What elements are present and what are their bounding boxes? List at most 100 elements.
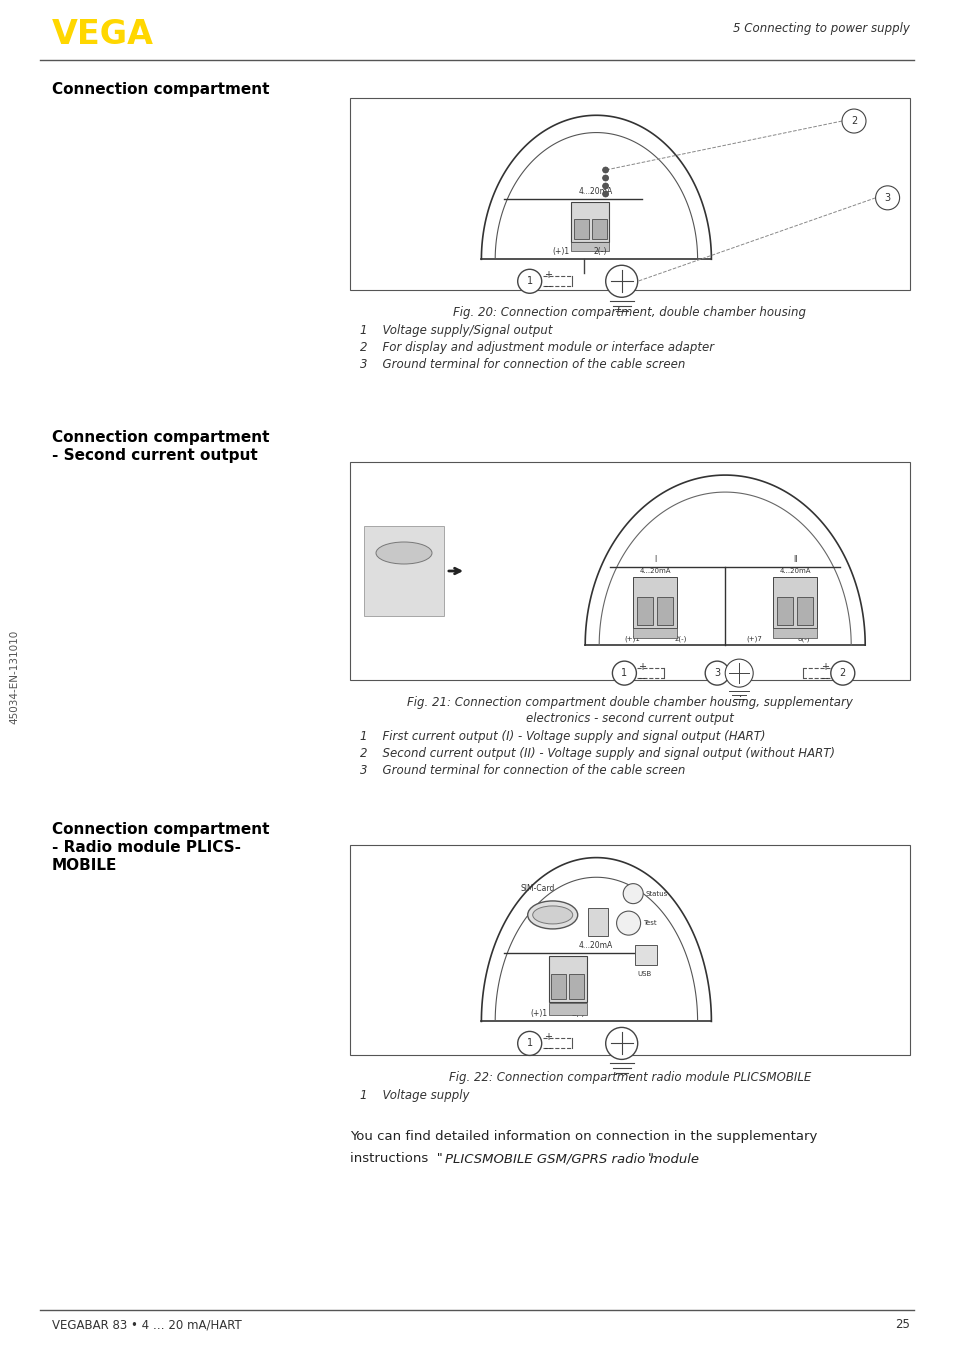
Bar	[633, 577, 677, 628]
Text: +: +	[543, 1032, 551, 1043]
Text: SIM-Card: SIM-Card	[520, 884, 555, 892]
Circle shape	[622, 884, 642, 903]
Text: (+)1: (+)1	[530, 1009, 547, 1018]
Text: Fig. 21: Connection compartment double chamber housing, supplementary: Fig. 21: Connection compartment double c…	[407, 696, 852, 709]
Text: VEGABAR 83 • 4 … 20 mA/HART: VEGABAR 83 • 4 … 20 mA/HART	[52, 1317, 241, 1331]
Bar	[592, 219, 607, 240]
Text: Connection compartment: Connection compartment	[52, 431, 269, 445]
Text: Fig. 22: Connection compartment radio module PLICSMOBILE: Fig. 22: Connection compartment radio mo…	[449, 1071, 810, 1085]
Text: 4...20mA: 4...20mA	[578, 187, 612, 196]
Ellipse shape	[375, 542, 432, 565]
Text: MOBILE: MOBILE	[52, 858, 117, 873]
Circle shape	[830, 661, 854, 685]
Bar	[364, 525, 443, 616]
Text: 1: 1	[526, 1039, 532, 1048]
Text: I: I	[654, 555, 656, 563]
Text: −: −	[543, 282, 551, 292]
Text: - Radio module PLICS-: - Radio module PLICS-	[52, 839, 241, 854]
Text: 8(-): 8(-)	[797, 635, 810, 642]
Text: 3    Ground terminal for connection of the cable screen: 3 Ground terminal for connection of the …	[359, 764, 684, 777]
Circle shape	[605, 265, 637, 298]
Circle shape	[602, 167, 608, 173]
Text: Test: Test	[642, 921, 656, 926]
Text: −: −	[820, 674, 828, 684]
Text: 3    Ground terminal for connection of the cable screen: 3 Ground terminal for connection of the …	[359, 357, 684, 371]
Text: You can find detailed information on connection in the supplementary: You can find detailed information on con…	[350, 1131, 817, 1143]
Bar	[569, 974, 584, 999]
Bar	[350, 845, 909, 1055]
Text: 4...20mA: 4...20mA	[578, 941, 612, 949]
Bar	[772, 577, 817, 628]
Circle shape	[612, 661, 636, 685]
Text: 1: 1	[526, 276, 532, 286]
Circle shape	[704, 661, 728, 685]
Bar	[549, 1003, 587, 1016]
Text: Fig. 20: Connection compartment, double chamber housing: Fig. 20: Connection compartment, double …	[453, 306, 805, 320]
Text: USB: USB	[637, 971, 651, 976]
Text: +: +	[638, 662, 646, 672]
Text: −: −	[543, 1044, 551, 1055]
Text: VEGA: VEGA	[52, 18, 153, 51]
Text: +: +	[543, 271, 551, 280]
Bar	[574, 219, 589, 240]
Text: 3: 3	[883, 192, 890, 203]
Text: 25: 25	[894, 1317, 909, 1331]
Circle shape	[602, 191, 608, 196]
Text: 5 Connecting to power supply: 5 Connecting to power supply	[732, 22, 909, 35]
Text: 4...20mA: 4...20mA	[639, 567, 670, 574]
Text: 2: 2	[839, 668, 845, 678]
Circle shape	[605, 1028, 637, 1059]
Text: - Second current output: - Second current output	[52, 448, 257, 463]
Ellipse shape	[527, 900, 578, 929]
Text: Connection compartment: Connection compartment	[52, 83, 269, 97]
Circle shape	[517, 269, 541, 294]
Bar	[633, 628, 677, 638]
Bar	[350, 97, 909, 290]
Text: 2(-): 2(-)	[593, 248, 606, 256]
Text: 4...20mA: 4...20mA	[779, 567, 810, 574]
Text: ".: ".	[647, 1152, 658, 1164]
Text: (+)7: (+)7	[745, 635, 761, 642]
Text: 1    Voltage supply: 1 Voltage supply	[359, 1089, 469, 1102]
Circle shape	[602, 183, 608, 190]
Text: Connection compartment: Connection compartment	[52, 822, 269, 837]
Bar	[777, 597, 792, 626]
Bar	[657, 597, 673, 626]
Text: 2: 2	[850, 116, 856, 126]
Text: II: II	[792, 555, 797, 563]
Circle shape	[875, 185, 899, 210]
Bar	[797, 597, 812, 626]
Text: 2    For display and adjustment module or interface adapter: 2 For display and adjustment module or i…	[359, 341, 714, 353]
Text: electronics - second current output: electronics - second current output	[525, 712, 733, 724]
Circle shape	[616, 911, 639, 936]
Text: 1: 1	[620, 668, 627, 678]
Bar	[571, 202, 609, 242]
Text: 45034-EN-131010: 45034-EN-131010	[9, 630, 19, 724]
Text: (+)1: (+)1	[624, 635, 639, 642]
Text: (+)1: (+)1	[552, 248, 569, 256]
Text: 3: 3	[714, 668, 720, 678]
Circle shape	[517, 1032, 541, 1055]
Text: 2(-): 2(-)	[571, 1009, 584, 1018]
Text: instructions  ": instructions "	[350, 1152, 442, 1164]
Text: PLICSMOBILE GSM/GPRS radio module: PLICSMOBILE GSM/GPRS radio module	[444, 1152, 699, 1164]
Circle shape	[841, 110, 865, 133]
Bar	[551, 974, 566, 999]
Text: −: −	[638, 674, 646, 684]
Text: +: +	[820, 662, 828, 672]
Text: 2    Second current output (II) - Voltage supply and signal output (without HART: 2 Second current output (II) - Voltage s…	[359, 747, 834, 760]
Text: 2(-): 2(-)	[674, 635, 686, 642]
Text: 1    Voltage supply/Signal output: 1 Voltage supply/Signal output	[359, 324, 552, 337]
Bar	[772, 628, 817, 638]
Bar	[350, 462, 909, 680]
Bar	[637, 597, 653, 626]
Text: 1    First current output (I) - Voltage supply and signal output (HART): 1 First current output (I) - Voltage sup…	[359, 730, 764, 743]
Bar	[634, 945, 656, 964]
Bar	[549, 956, 587, 1002]
Circle shape	[602, 175, 608, 181]
Bar	[571, 242, 609, 250]
Ellipse shape	[532, 906, 572, 923]
Text: Status: Status	[644, 891, 667, 896]
Circle shape	[724, 659, 753, 686]
Bar	[588, 909, 608, 936]
